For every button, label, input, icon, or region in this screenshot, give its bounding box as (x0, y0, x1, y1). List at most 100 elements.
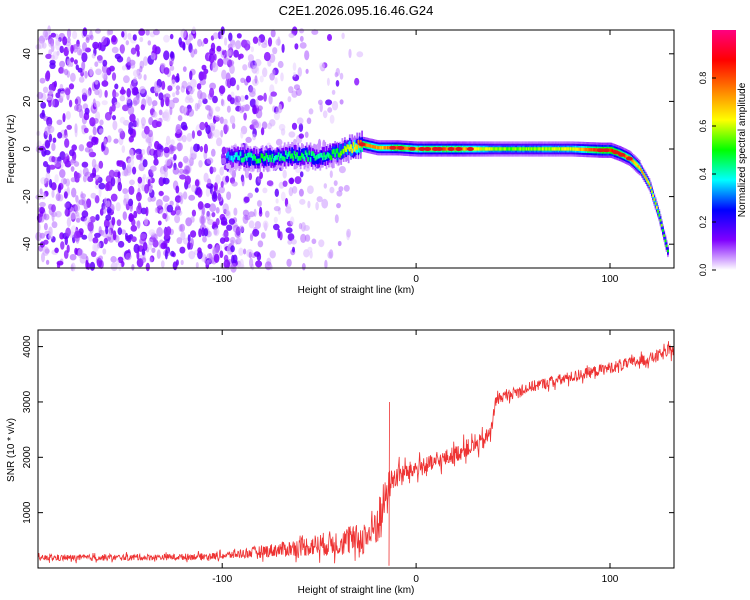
noise-speckle (55, 38, 61, 46)
noise-speckle (201, 64, 207, 71)
noise-speckle (104, 90, 108, 98)
colorbar-tick-label: 0.0 (698, 264, 708, 277)
noise-speckle (112, 92, 119, 98)
noise-speckle (333, 180, 338, 187)
ridge-cell (375, 145, 378, 150)
noise-speckle (245, 136, 252, 143)
colorbar-label: Normalized spectral amplitude (737, 82, 748, 217)
noise-speckle (193, 143, 200, 153)
noise-speckle (212, 221, 217, 227)
noise-speckle (156, 199, 163, 208)
ridge-cell (309, 157, 312, 162)
noise-speckle (263, 92, 267, 102)
noise-speckle (254, 75, 258, 84)
ridge-cell (340, 150, 343, 156)
noise-speckle (259, 75, 264, 83)
ridge-cell (571, 147, 573, 151)
ridge-cell (377, 146, 379, 150)
ridge-cell (245, 156, 248, 161)
ridge-cell (609, 148, 611, 152)
noise-speckle (40, 101, 47, 109)
noise-speckle (222, 57, 230, 65)
ridge-cell (492, 147, 495, 151)
noise-speckle (165, 135, 171, 146)
noise-speckle (292, 62, 297, 71)
noise-speckle (197, 38, 203, 47)
ridge-cell (319, 154, 322, 164)
noise-speckle (74, 128, 78, 138)
noise-speckle (337, 240, 342, 247)
noise-speckle (203, 71, 207, 80)
ridge-peak (408, 146, 416, 151)
noise-speckle (51, 221, 58, 229)
ridge-cell (560, 147, 562, 151)
noise-speckle (125, 252, 132, 261)
noise-speckle (113, 138, 119, 144)
ridge-cell (493, 147, 496, 151)
noise-speckle (64, 208, 69, 216)
noise-speckle (211, 212, 216, 218)
ridge-cell (352, 143, 355, 153)
ridge-cell (582, 147, 584, 152)
noise-speckle (87, 176, 94, 183)
noise-speckle (298, 133, 304, 139)
noise-speckle (181, 134, 187, 143)
noise-speckle (111, 103, 116, 112)
noise-speckle (188, 250, 196, 260)
ridge-cell (234, 152, 237, 158)
ridge-cell (637, 164, 640, 169)
noise-speckle (262, 220, 269, 229)
ridge-cell (509, 147, 512, 151)
noise-speckle (104, 197, 108, 204)
ridge-cell (287, 152, 290, 157)
noise-speckle (73, 43, 81, 50)
ridge-cell (253, 156, 255, 166)
noise-speckle (70, 44, 74, 54)
ridge-cell (380, 146, 383, 150)
noise-speckle (170, 139, 175, 146)
noise-speckle (71, 187, 77, 198)
ridge-cell (248, 152, 250, 158)
ridge-cell (595, 148, 598, 152)
noise-speckle (111, 216, 116, 226)
ridge-cell (524, 147, 527, 151)
noise-speckle (292, 71, 297, 78)
noise-speckle (176, 142, 183, 152)
noise-speckle (77, 67, 83, 73)
noise-speckle (125, 40, 129, 46)
ridge-cell (664, 239, 667, 243)
noise-speckle (102, 248, 107, 255)
ridge-cell (270, 157, 273, 163)
ridge-cell (585, 147, 588, 152)
noise-speckle (226, 191, 232, 200)
noise-speckle (145, 206, 149, 217)
ridge-cell (259, 158, 261, 163)
noise-speckle (191, 209, 196, 217)
ridge-cell (282, 150, 285, 160)
noise-speckle (150, 52, 156, 60)
noise-speckle (85, 34, 91, 41)
ridge-cell (665, 244, 668, 248)
noise-speckle (64, 153, 69, 160)
noise-speckle (187, 241, 191, 250)
noise-speckle (119, 95, 126, 102)
ridge-cell (416, 147, 419, 151)
noise-speckle (84, 70, 88, 79)
ridge-cell (648, 182, 651, 186)
ridge-cell (487, 147, 490, 151)
noise-speckle (43, 30, 48, 38)
noise-speckle (299, 42, 307, 49)
noise-speckle (149, 256, 153, 263)
noise-speckle (273, 216, 278, 224)
ridge-cell (302, 148, 304, 158)
noise-speckle (168, 144, 175, 155)
noise-speckle (128, 148, 134, 158)
ridge-cell (552, 147, 555, 151)
x-tick-label: -100 (212, 574, 232, 585)
ridge-cell (256, 158, 259, 164)
noise-speckle (142, 159, 148, 168)
noise-speckle (162, 177, 166, 184)
ridge-cell (271, 153, 274, 159)
ridge-cell (476, 147, 479, 151)
ridge-cell (275, 155, 277, 160)
